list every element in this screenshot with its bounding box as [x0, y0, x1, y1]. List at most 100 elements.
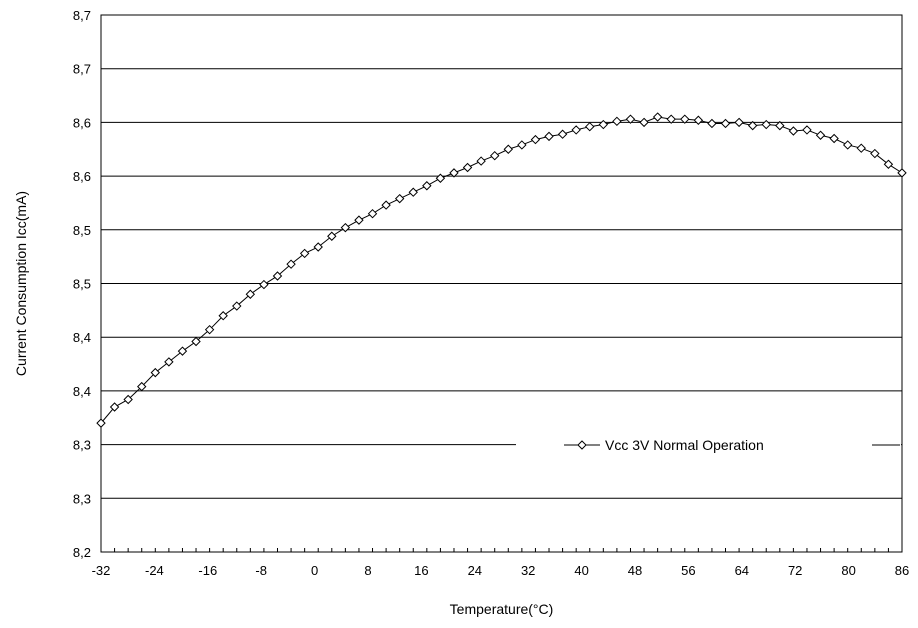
data-point: [815, 130, 826, 140]
legend-background: [516, 435, 901, 455]
x-tick-label: 40: [574, 563, 588, 578]
data-point: [123, 394, 133, 405]
data-point: [177, 346, 188, 356]
y-tick-label: 8,7: [73, 8, 91, 23]
data-point: [299, 248, 310, 259]
y-tick-label: 8,6: [73, 115, 91, 130]
data-point: [422, 181, 432, 191]
legend-label: Vcc 3V Normal Operation: [605, 437, 764, 453]
data-point: [191, 336, 201, 347]
y-tick-label: 8,3: [73, 491, 91, 506]
data-point: [272, 271, 283, 281]
data-point: [218, 311, 228, 321]
data-point: [625, 114, 636, 124]
data-point: [693, 115, 704, 125]
data-point: [530, 134, 541, 145]
y-tick-label: 8,2: [73, 545, 91, 560]
data-point: [598, 119, 609, 130]
data-point: [137, 381, 147, 392]
x-tick-label: -24: [145, 563, 164, 578]
data-point: [435, 173, 446, 183]
data-point: [204, 324, 215, 335]
data-point: [327, 231, 337, 241]
data-point: [354, 215, 364, 225]
x-tick-label: 8: [364, 563, 371, 578]
y-tick-label: 8,5: [73, 223, 91, 238]
data-point: [652, 112, 663, 122]
data-point: [680, 114, 690, 124]
data-point: [245, 289, 256, 299]
data-point: [286, 259, 296, 269]
data-point: [544, 131, 554, 142]
x-minor-ticks: [100, 548, 903, 552]
data-point: [707, 118, 717, 129]
data-point: [612, 116, 622, 127]
data-point: [150, 367, 161, 378]
data-point: [870, 148, 880, 159]
y-tick-label: 8,5: [73, 277, 91, 292]
data-point: [666, 114, 676, 124]
data-point: [109, 402, 120, 412]
data-point: [761, 119, 771, 130]
y-tick-labels: 8,2 8,3 8,3 8,4 8,4 8,5 8,5 8,6 8,6 8,7 8,7: [73, 8, 91, 560]
data-point: [585, 121, 595, 132]
x-tick-label: -16: [198, 563, 217, 578]
data-point: [639, 117, 649, 128]
series-line: [100, 116, 903, 424]
data-point: [96, 418, 106, 428]
data-point: [259, 279, 269, 290]
data-point: [517, 140, 527, 150]
x-tick-label: 56: [681, 563, 695, 578]
data-point: [476, 156, 486, 166]
x-tick-label: 80: [841, 563, 855, 578]
y-tick-label: 8,3: [73, 438, 91, 453]
data-point: [490, 150, 500, 161]
x-tick-label: 32: [521, 563, 535, 578]
data-point: [462, 162, 473, 173]
x-tick-label: 48: [628, 563, 642, 578]
data-point: [164, 357, 174, 367]
legend-marker: [577, 440, 587, 450]
data-point: [394, 193, 405, 204]
x-axis-title: Temperature(°C): [450, 601, 554, 617]
y-tick-label: 8,7: [73, 62, 91, 77]
data-point: [720, 118, 731, 129]
x-tick-label: -8: [255, 563, 267, 578]
data-point: [503, 144, 513, 154]
x-tick-label: -32: [92, 563, 111, 578]
data-point: [232, 301, 242, 311]
x-tick-labels: -32 -24 -16 -8 0 8 16 24 32 40 48 56 64 72 80 86: [92, 563, 910, 578]
grid-lines: [101, 68, 902, 499]
y-tick-label: 8,4: [73, 330, 91, 345]
data-point: [842, 140, 853, 150]
data-point: [557, 129, 568, 139]
x-tick-label: 64: [735, 563, 749, 578]
legend: Vcc 3V Normal Operation: [516, 435, 901, 455]
data-point: [367, 208, 378, 219]
data-point: [747, 120, 758, 131]
data-point: [734, 117, 744, 128]
series-layer: [96, 112, 907, 428]
data-point: [449, 168, 459, 178]
y-tick-label: 8,4: [73, 384, 91, 399]
y-tick-label: 8,6: [73, 169, 91, 184]
data-point: [775, 120, 785, 131]
data-point: [788, 126, 799, 136]
y-axis-title: Current Consumption Icc(mA): [13, 191, 29, 376]
data-point: [313, 242, 323, 252]
data-point: [856, 143, 866, 153]
x-tick-label: 0: [311, 563, 318, 578]
data-point: [381, 200, 391, 210]
x-tick-label: 86: [895, 563, 909, 578]
data-point: [897, 168, 907, 178]
plot-area: [100, 14, 903, 553]
data-point: [340, 222, 351, 233]
x-tick-label: 72: [788, 563, 802, 578]
data-point: [571, 125, 581, 135]
x-tick-label: 24: [468, 563, 482, 578]
data-point: [829, 133, 839, 144]
data-point: [408, 187, 418, 197]
x-tick-label: 16: [414, 563, 428, 578]
